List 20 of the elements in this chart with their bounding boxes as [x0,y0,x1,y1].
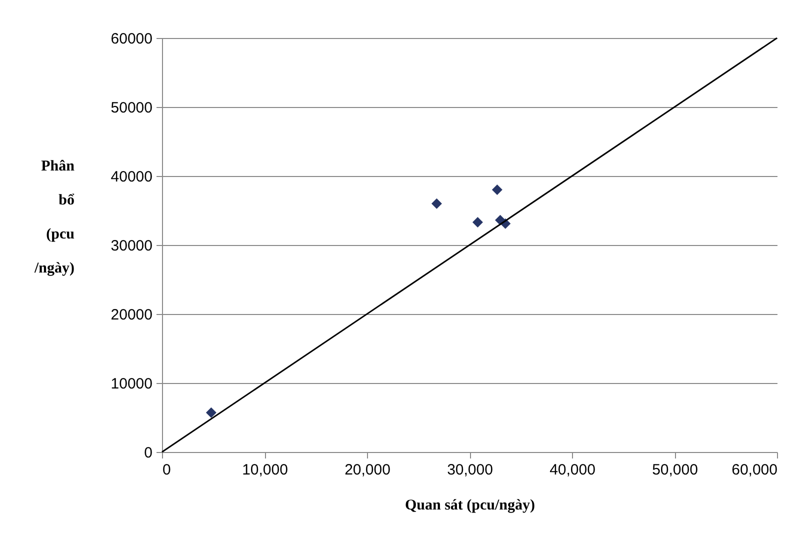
y-tick-label: 0 [144,444,152,462]
text: Phân bổ (pcu /ngày) [34,158,74,276]
point [492,184,502,196]
x-tick-label: 60,000 [732,462,778,478]
point [431,198,442,209]
x-tick-label: 20,000 [344,462,390,478]
x-tick-label: 0 [162,462,171,478]
y-tick-label: 40000 [110,168,152,186]
y-tick-label: 10000 [110,376,152,392]
y-tick-label: 30000 [110,238,152,254]
y-tick-label: 50000 [110,100,152,116]
y-tick-label: 60000 [110,30,152,48]
point [206,407,216,418]
x-axis-title: Quan sát (pcu/ngày) [404,498,536,514]
x-tick-label: 30,000 [447,462,493,478]
x-tick-label: 50,000 [652,462,698,478]
x-tick-label: 40,000 [550,462,596,478]
x-tick-label: 10,000 [242,462,288,478]
point [472,216,483,228]
y-tick-label: 20000 [110,306,152,324]
